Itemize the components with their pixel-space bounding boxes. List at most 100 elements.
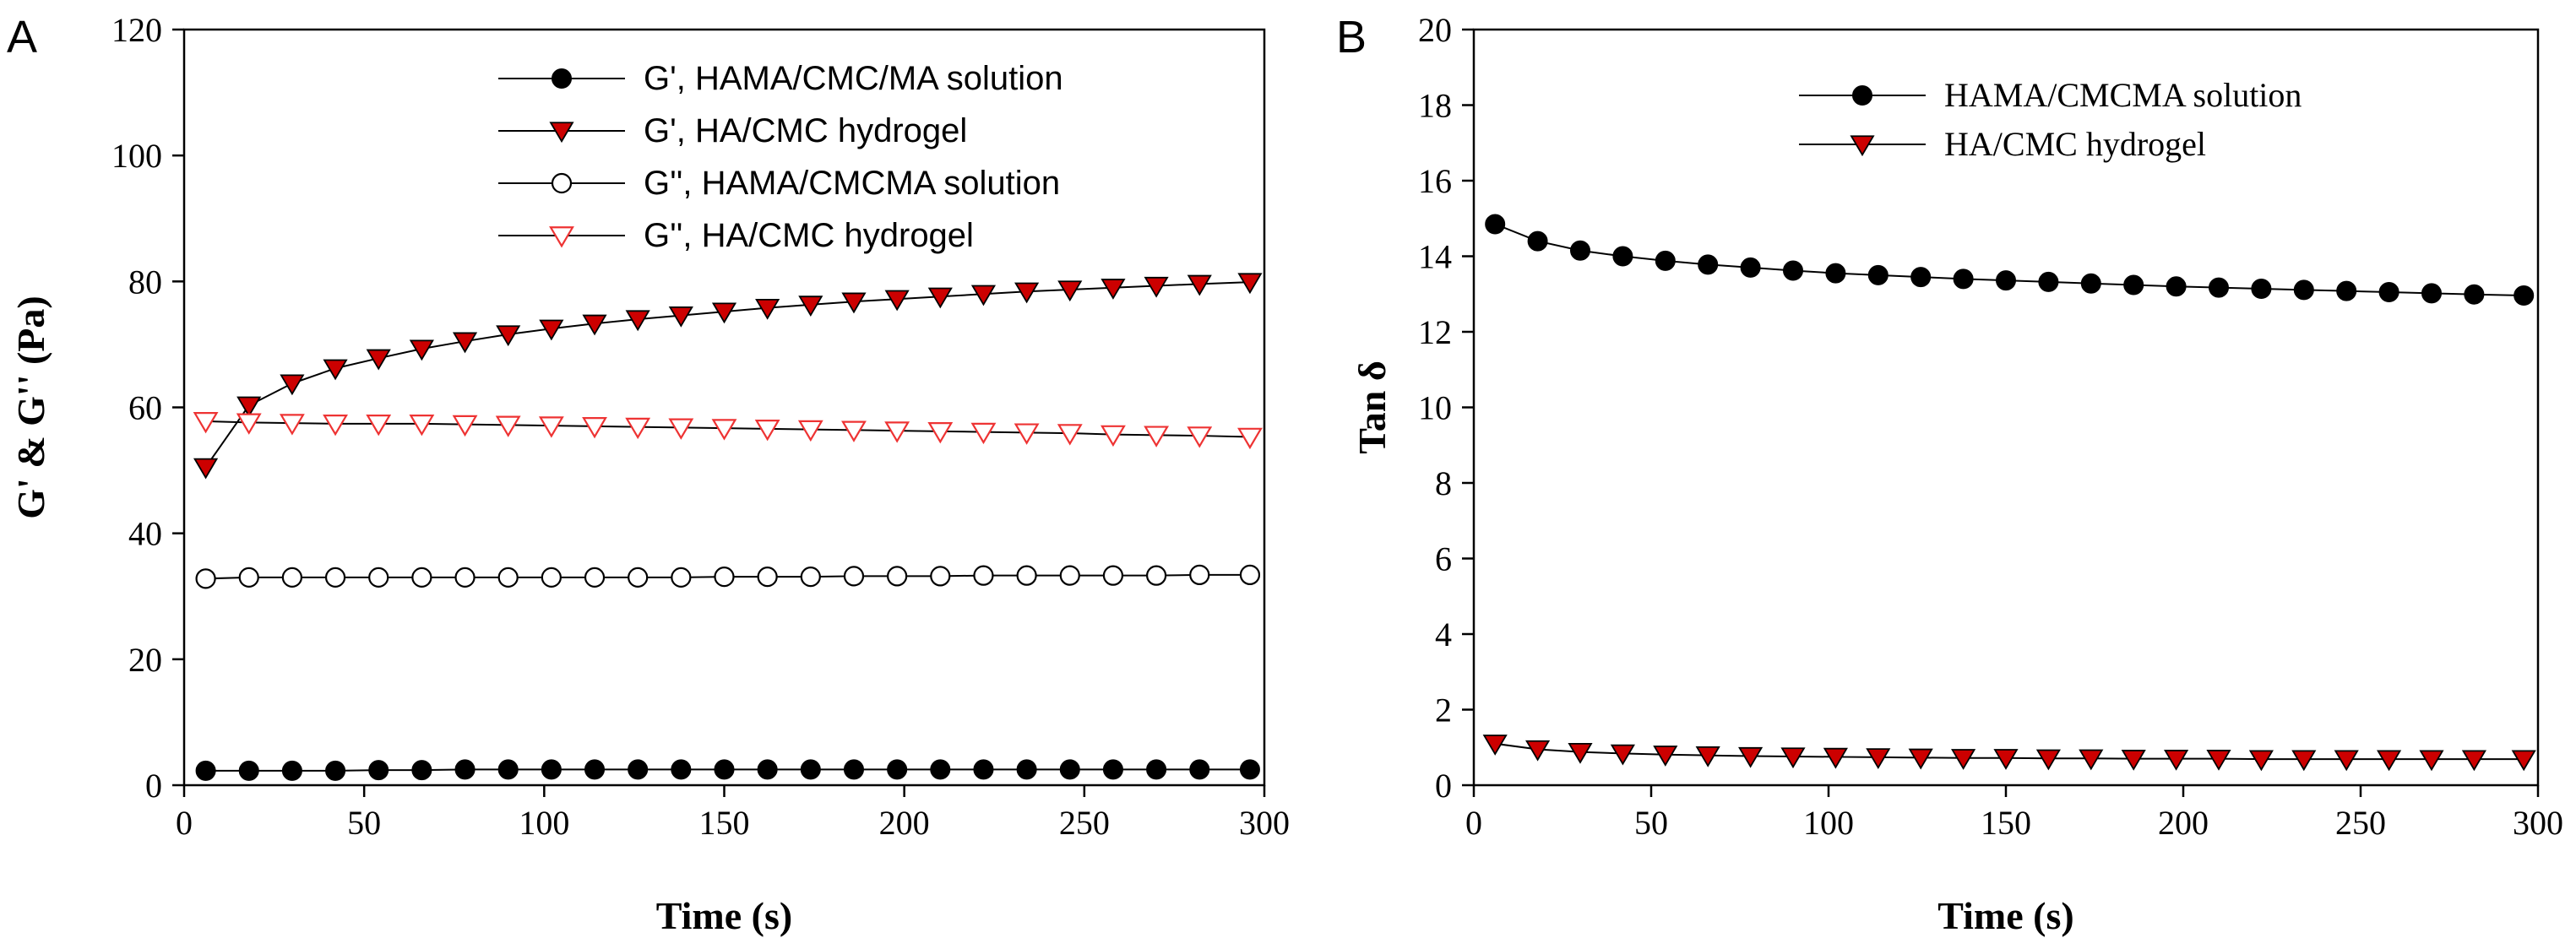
data-point [325, 760, 346, 781]
x-tick-label: 150 [699, 804, 750, 842]
data-point [884, 421, 910, 443]
y-tick-label: 8 [1435, 464, 1452, 502]
data-point [1101, 279, 1126, 300]
data-point [1525, 740, 1551, 762]
x-tick-label: 0 [176, 804, 193, 842]
legend-marker [552, 68, 572, 89]
data-point [539, 319, 564, 341]
legend-marker [1852, 85, 1872, 106]
data-point [2166, 276, 2187, 297]
data-point [1239, 759, 1260, 780]
data-point [497, 567, 519, 588]
y-tick-label: 6 [1435, 540, 1452, 578]
data-point [884, 290, 910, 312]
legend-marker [549, 122, 574, 144]
x-axis-label: Time (s) [656, 894, 792, 937]
data-point [757, 759, 778, 780]
data-point [1144, 426, 1170, 447]
data-point [757, 567, 778, 588]
x-tick-label: 300 [2513, 804, 2563, 842]
data-point [671, 759, 692, 780]
data-point [2251, 278, 2272, 299]
data-point [236, 396, 262, 418]
data-point [1610, 744, 1635, 766]
series-1 [1485, 214, 2535, 306]
series-2 [193, 273, 1263, 480]
data-point [800, 567, 821, 588]
x-tick-label: 50 [347, 804, 381, 842]
data-point [927, 421, 954, 444]
data-point [800, 759, 821, 780]
data-point [2421, 283, 2442, 304]
data-point [1527, 230, 1548, 252]
panel-label: A [7, 12, 37, 62]
x-tick-label: 250 [2335, 804, 2386, 842]
data-point [973, 565, 994, 586]
x-tick-label: 100 [1803, 804, 1854, 842]
data-point [2291, 750, 2317, 772]
y-tick-label: 120 [111, 11, 162, 49]
data-point [714, 759, 735, 780]
data-point [2377, 750, 2402, 772]
legend: G', HAMA/CMC/MA solution G', HA/CMC hydro… [498, 60, 1063, 254]
data-point [368, 567, 389, 588]
data-point [628, 567, 649, 588]
data-point [2206, 750, 2231, 771]
series-2 [1482, 735, 2536, 772]
data-point [1612, 246, 1633, 267]
data-point [711, 302, 737, 324]
y-tick-label: 18 [1418, 87, 1452, 125]
x-tick-label: 200 [2158, 804, 2209, 842]
data-point [497, 759, 519, 780]
data-point [584, 567, 606, 588]
data-point [2080, 273, 2101, 294]
data-point [281, 567, 302, 588]
legend-entry: G', HA/CMC hydrogel [644, 112, 967, 149]
data-point [195, 760, 216, 781]
x-tick-label: 250 [1059, 804, 1110, 842]
data-point [2461, 750, 2486, 772]
legend-entry: G', HAMA/CMC/MA solution [644, 60, 1063, 97]
data-point [1187, 426, 1213, 448]
data-point [2035, 749, 2061, 771]
data-point [1145, 565, 1167, 586]
data-point [1057, 280, 1083, 302]
data-point [927, 287, 953, 309]
y-tick-label: 100 [111, 137, 162, 175]
data-point [238, 567, 259, 588]
data-point [2209, 277, 2229, 298]
x-tick-label: 100 [519, 804, 569, 842]
panel-label: B [1336, 12, 1367, 62]
data-point [2336, 280, 2357, 301]
data-point [193, 458, 219, 480]
data-point [1740, 257, 1761, 278]
data-point [843, 759, 864, 780]
data-point [668, 418, 694, 440]
data-point [1101, 425, 1126, 447]
data-point [1695, 746, 1720, 767]
y-tick-label: 20 [128, 641, 162, 679]
data-point [1237, 427, 1263, 450]
y-tick-label: 0 [145, 767, 162, 805]
data-point [236, 413, 262, 435]
data-point [1825, 263, 1846, 284]
data-point [714, 567, 735, 588]
data-point [2123, 274, 2144, 296]
data-point [1016, 759, 1037, 780]
data-point [1237, 273, 1263, 295]
legend-entry: HAMA/CMCMA solution [1944, 76, 2302, 114]
data-point [841, 420, 867, 442]
data-point [452, 332, 478, 354]
data-point [1823, 747, 1848, 769]
data-point [1570, 240, 1590, 261]
y-tick-label: 10 [1418, 389, 1452, 427]
data-point [323, 359, 348, 381]
data-point [1102, 565, 1124, 586]
data-point [1239, 564, 1261, 585]
data-point [1059, 565, 1080, 586]
data-point [2511, 750, 2536, 772]
data-point [1059, 759, 1080, 780]
data-point [324, 567, 346, 588]
series-3 [195, 564, 1261, 589]
series-1 [195, 759, 1260, 781]
